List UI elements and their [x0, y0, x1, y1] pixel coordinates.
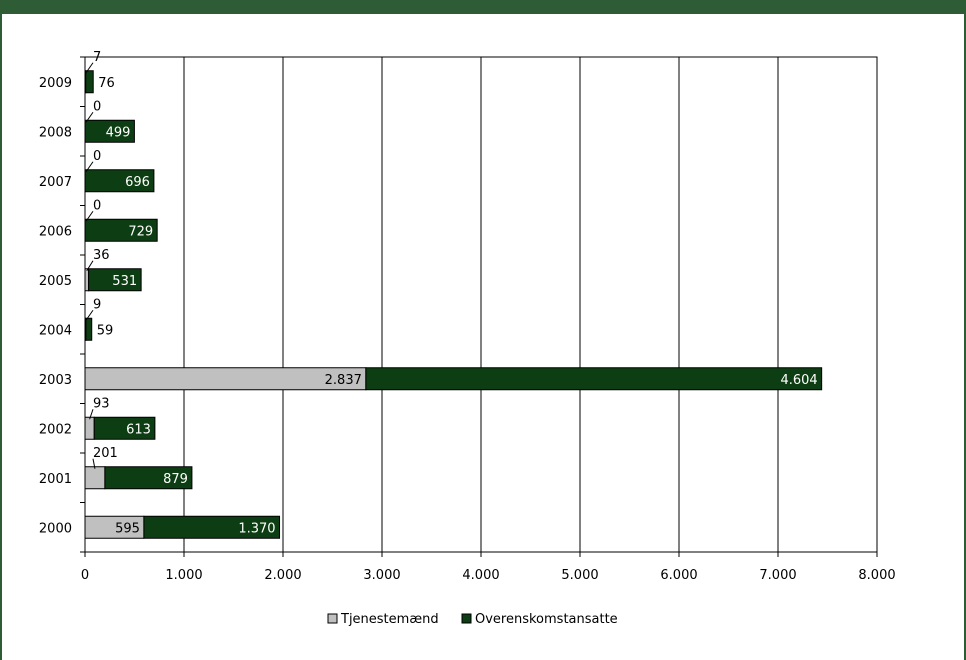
bar-tjenestemaend: [84, 268, 90, 292]
legend-label-overenskomstansatte: Overenskomstansatte: [475, 612, 618, 627]
data-label-tjenestemaend: 201: [93, 446, 118, 461]
gridlines: [84, 56, 878, 553]
leader-line: [86, 260, 94, 272]
y-tick-label: 2008: [39, 125, 72, 140]
leader-line: [85, 62, 94, 74]
data-label-overenskomstansatte: 4.604: [780, 373, 817, 388]
legend: Tjenestemænd Overenskomstansatte: [327, 612, 618, 627]
leader-line: [85, 309, 94, 321]
bar-overenskomstansatte: [104, 466, 193, 490]
tick-labels: 0 1.000 2.000 3.000 4.000 5.000 6.000 7.000 8.00…: [39, 76, 896, 583]
header-band: [0, 0, 966, 14]
y-tick-label: 2003: [39, 373, 72, 388]
frame-left-border: [0, 0, 2, 660]
y-tick-label: 2005: [39, 274, 72, 289]
data-label-overenskomstansatte: 729: [128, 224, 153, 239]
bar-overenskomstansatte: [93, 416, 156, 440]
x-tick-label: 5.000: [561, 568, 598, 583]
data-label-overenskomstansatte: 613: [126, 422, 151, 437]
bar-tjenestemaend: [84, 416, 95, 440]
x-tick-label: 6.000: [660, 568, 697, 583]
data-label-overenskomstansatte: 59: [97, 323, 114, 338]
data-label-tjenestemaend: 595: [115, 521, 140, 536]
x-tick-label: 1.000: [165, 568, 202, 583]
leader-line: [89, 409, 94, 420]
x-tick-label: 3.000: [363, 568, 400, 583]
y-tick-label: 2006: [39, 224, 72, 239]
bar-overenskomstansatte: [88, 268, 142, 292]
leader-line: [85, 161, 94, 173]
legend-swatch-overenskomstansatte: [461, 613, 472, 624]
x-tick-label: 0: [81, 568, 89, 583]
leader-line: [92, 458, 96, 469]
frame-right-border: [964, 0, 966, 660]
x-tick-label: 2.000: [264, 568, 301, 583]
x-tick-label: 4.000: [462, 568, 499, 583]
bar-overenskomstansatte: [85, 317, 93, 341]
y-tick-label: 2000: [39, 521, 72, 536]
bar-overenskomstansatte: [143, 515, 281, 539]
bar-tjenestemaend: [84, 466, 106, 490]
y-tick-label: 2007: [39, 175, 72, 190]
data-label-tjenestemaend: 2.837: [325, 373, 362, 388]
bar-overenskomstansatte: [85, 70, 94, 94]
legend-swatch-tjenestemaend: [327, 613, 338, 624]
bar-overenskomstansatte: [365, 367, 823, 391]
y-tick-label: 2002: [39, 422, 72, 437]
legend-label-tjenestemaend: Tjenestemænd: [340, 612, 439, 627]
x-tick-label: 8.000: [858, 568, 895, 583]
data-label-tjenestemaend: 0: [93, 149, 101, 164]
data-label-overenskomstansatte: 696: [125, 175, 150, 190]
y-tick-label: 2004: [39, 323, 72, 338]
data-label-overenskomstansatte: 531: [112, 274, 137, 289]
x-tick-label: 7.000: [759, 568, 796, 583]
data-label-tjenestemaend: 7: [93, 50, 101, 65]
data-label-tjenestemaend: 9: [93, 297, 101, 312]
leader-line: [85, 111, 94, 123]
axes: [80, 56, 878, 557]
data-label-tjenestemaend: 36: [93, 248, 110, 263]
data-label-overenskomstansatte: 499: [106, 125, 131, 140]
leader-line: [85, 210, 94, 222]
bars: [84, 70, 823, 539]
data-label-overenskomstansatte: 879: [163, 472, 188, 487]
data-label-overenskomstansatte: 1.370: [238, 521, 275, 536]
data-label-overenskomstansatte: 76: [98, 76, 115, 91]
data-label-tjenestemaend: 0: [93, 99, 101, 114]
data-label-tjenestemaend: 93: [93, 396, 110, 411]
data-label-tjenestemaend: 0: [93, 198, 101, 213]
y-tick-label: 2009: [39, 76, 72, 91]
y-tick-label: 2001: [39, 472, 72, 487]
